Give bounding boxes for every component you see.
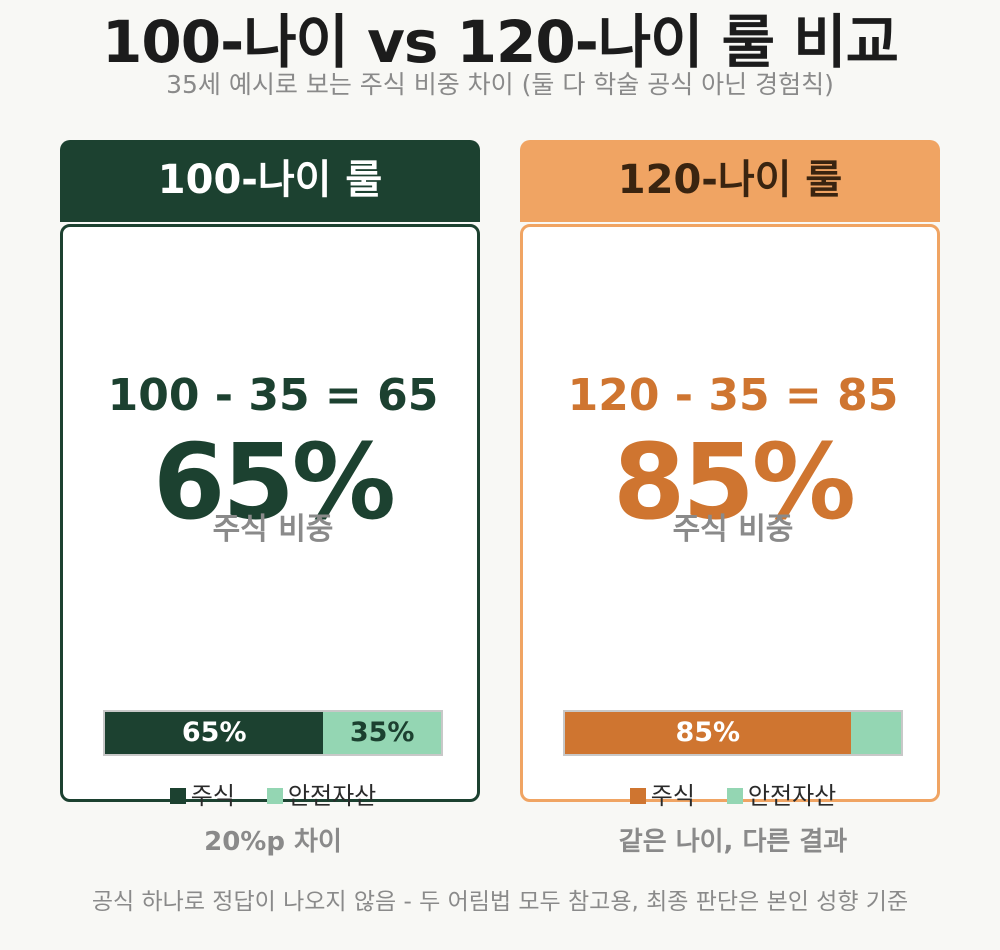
legend-safe-label: 안전자산 <box>747 782 837 810</box>
rule-100-caption: 주식 비중 <box>212 512 334 547</box>
legend-safe-label: 안전자산 <box>287 782 377 810</box>
rule-100-footnote: 20%p 차이 <box>204 827 342 857</box>
rule-120-stock-percent: 85% <box>613 421 856 543</box>
rule-100-stock-percent: 65% <box>153 421 396 543</box>
rule-120-card: 120 - 35 = 85 85% 주식 비중 85% 주식 안전자산 같은 나… <box>520 224 940 857</box>
legend-safe-swatch <box>266 788 283 804</box>
rule-100-stock-segment: 65% <box>105 712 324 754</box>
legend-stock: 주식 <box>629 779 695 813</box>
rule-120-equation: 120 - 35 = 85 <box>567 370 899 421</box>
rule-100-allocation-bar: 65% 35% <box>103 710 443 756</box>
legend-stock-label: 주식 <box>190 782 235 810</box>
rule-120-panel: 120-나이 룰 120 - 35 = 85 85% 주식 비중 85% 주식 … <box>520 140 940 857</box>
rule-100-panel: 100-나이 룰 100 - 35 = 65 65% 주식 비중 65% 35%… <box>60 140 480 857</box>
rule-120-legend: 주식 안전자산 <box>523 779 943 813</box>
rule-120-caption: 주식 비중 <box>672 512 794 547</box>
page-subtitle: 35세 예시로 보는 주식 비중 차이 (둘 다 학술 공식 아닌 경험칙) <box>166 70 834 99</box>
legend-stock-swatch <box>629 788 646 804</box>
rule-120-allocation-bar: 85% <box>563 710 903 756</box>
page-title: 100-나이 vs 120-나이 룰 비교 <box>102 8 899 76</box>
rule-120-safe-segment <box>850 712 901 754</box>
legend-safe-swatch <box>726 788 743 804</box>
rule-100-equation: 100 - 35 = 65 <box>107 370 439 421</box>
footer-note: 공식 하나로 정답이 나오지 않음 - 두 어림법 모두 참고용, 최종 판단은… <box>91 889 909 915</box>
legend-stock: 주식 <box>169 779 235 813</box>
rule-120-footnote: 같은 나이, 다른 결과 <box>618 827 848 857</box>
rule-120-stock-segment: 85% <box>565 712 851 754</box>
legend-stock-swatch <box>169 788 186 804</box>
rule-120-header: 120-나이 룰 <box>520 140 940 222</box>
legend-stock-label: 주식 <box>650 782 695 810</box>
legend-safe: 안전자산 <box>266 779 377 813</box>
rule-100-legend: 주식 안전자산 <box>63 779 483 813</box>
rule-100-safe-segment: 35% <box>323 712 441 754</box>
legend-safe: 안전자산 <box>726 779 837 813</box>
rule-100-card: 100 - 35 = 65 65% 주식 비중 65% 35% 주식 안전자산 … <box>60 224 480 857</box>
rule-100-header: 100-나이 룰 <box>60 140 480 222</box>
